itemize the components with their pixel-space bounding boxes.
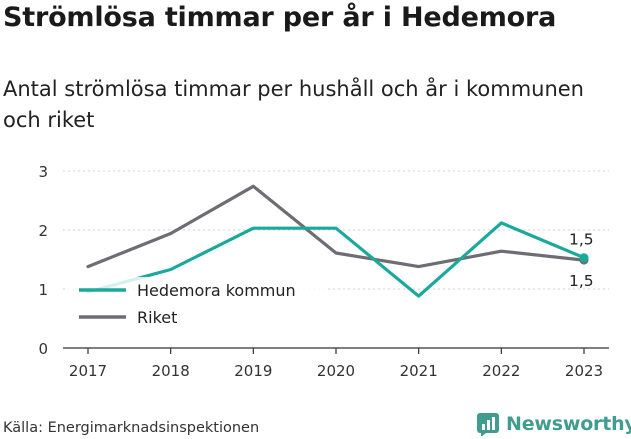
end-label-hedemora: 1,5	[569, 231, 594, 249]
chart-subtitle: Antal strömlösa timmar per hushåll och å…	[3, 77, 584, 132]
newsworthy-logo-icon	[477, 413, 499, 436]
y-tick-label: 0	[38, 340, 48, 358]
x-tick-label: 2019	[234, 362, 272, 380]
legend-label-hedemora: Hedemora kommun	[137, 281, 296, 300]
y-tick-label: 3	[38, 163, 48, 181]
end-label-riket: 1,5	[569, 272, 594, 290]
y-tick-label: 2	[38, 222, 48, 240]
series-line-riket	[86, 184, 586, 269]
brand-logo[interactable]: Newsworthy	[476, 409, 631, 439]
x-tick-label: 2018	[152, 362, 190, 380]
x-tick-label: 2022	[482, 362, 520, 380]
chart-title: Strömlösa timmar per år i Hedemora	[3, 2, 557, 33]
series-line-hedemora	[86, 221, 586, 298]
x-tick-label: 2021	[400, 362, 438, 380]
x-tick-label: 2023	[565, 362, 603, 380]
end-point-hedemora	[579, 253, 589, 263]
y-tick-label: 1	[38, 281, 48, 299]
x-tick-label: 2017	[69, 362, 107, 380]
source-note: Källa: Energimarknadsinspektionen	[3, 420, 260, 436]
x-tick-label: 2020	[317, 362, 355, 380]
brand-name: Newsworthy	[506, 413, 631, 435]
legend-label-riket: Riket	[137, 308, 177, 327]
legend-box	[66, 277, 328, 333]
